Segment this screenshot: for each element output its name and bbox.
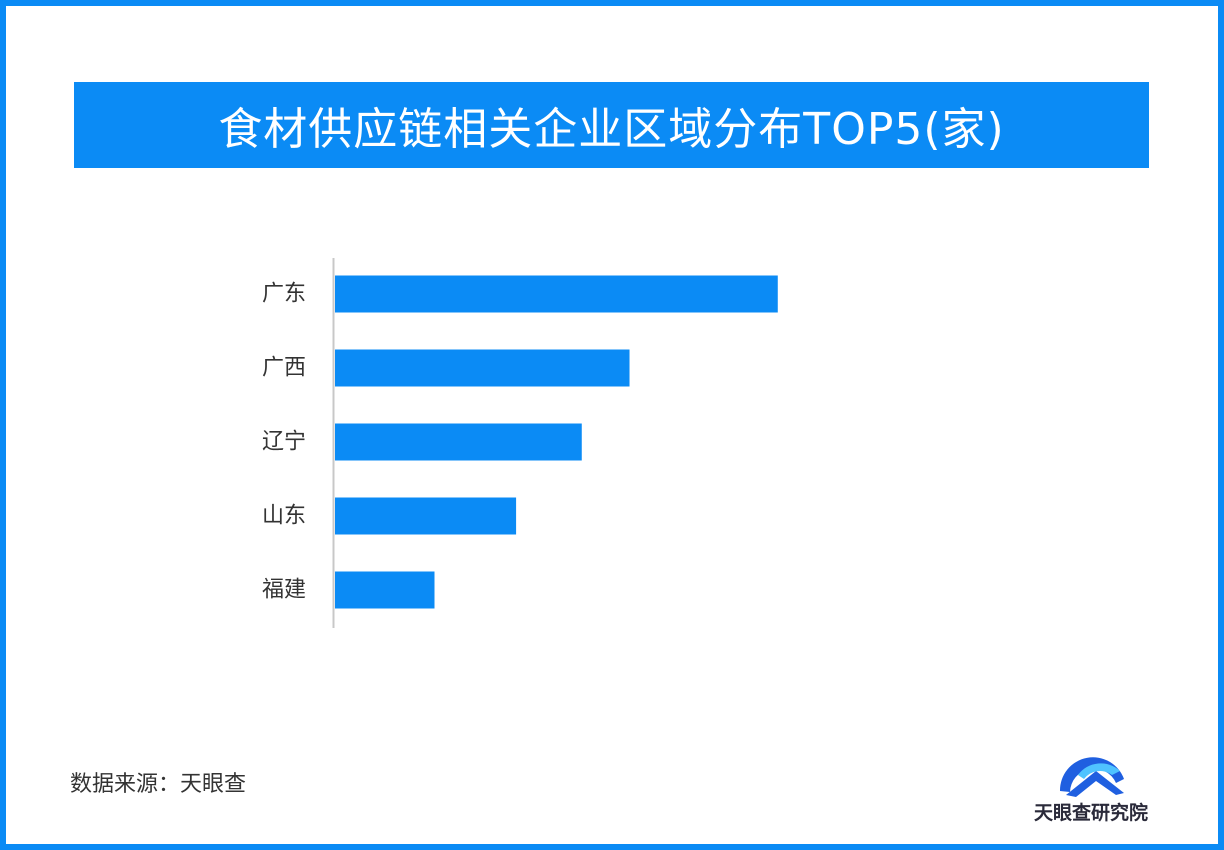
category-label: 福建	[262, 578, 306, 603]
chart-title: 食材供应链相关企业区域分布TOP5(家)	[218, 104, 1005, 155]
category-label: 广东	[262, 282, 306, 307]
category-label: 辽宁	[262, 430, 306, 455]
bar	[335, 497, 517, 535]
data-source: 数据来源：天眼查	[70, 772, 247, 797]
bar	[335, 275, 778, 313]
category-label: 广西	[262, 356, 306, 381]
bar	[335, 349, 630, 387]
bar	[335, 423, 582, 461]
title-bar: 食材供应链相关企业区域分布TOP5(家)	[74, 82, 1149, 168]
category-label: 山东	[262, 504, 306, 529]
tianyancha-logo-icon	[1059, 757, 1124, 797]
logo-text: 天眼查研究院	[1033, 802, 1148, 824]
bar	[335, 571, 435, 609]
